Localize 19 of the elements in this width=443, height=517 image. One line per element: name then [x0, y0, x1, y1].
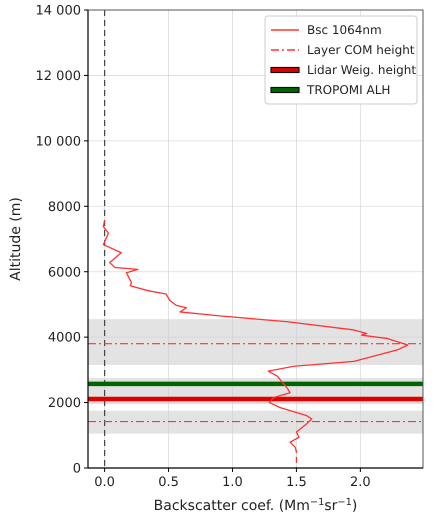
x-tick-label: 0.5: [158, 475, 179, 490]
y-tick-label: 4000: [48, 330, 81, 346]
x-tick-label: 1.0: [222, 475, 243, 490]
y-axis-title: Altitude (m): [8, 197, 24, 281]
y-tick-label: 8000: [48, 200, 81, 215]
x-axis-title: Backscatter coef. (Mm$^{−1}$sr$^{−1}$): [154, 496, 358, 514]
y-tick-label: 10 000: [36, 134, 81, 150]
y-tick-label: 2000: [48, 396, 81, 412]
legend-label: Lidar Weig. height: [307, 63, 416, 78]
legend-label: Bsc 1064nm: [307, 23, 382, 38]
legend-label: Layer COM height: [307, 43, 415, 58]
x-tick-label: 1.5: [286, 475, 307, 490]
y-tick-label: 12 000: [36, 68, 81, 84]
y-tick-label: 6000: [48, 265, 81, 280]
x-tick-label: 0.0: [94, 475, 115, 490]
y-tick-label: 14 000: [36, 4, 81, 19]
y-tick-label: 0: [72, 462, 81, 477]
legend-label: TROPOMI ALH: [306, 83, 390, 98]
x-tick-label: 2.0: [350, 475, 371, 490]
